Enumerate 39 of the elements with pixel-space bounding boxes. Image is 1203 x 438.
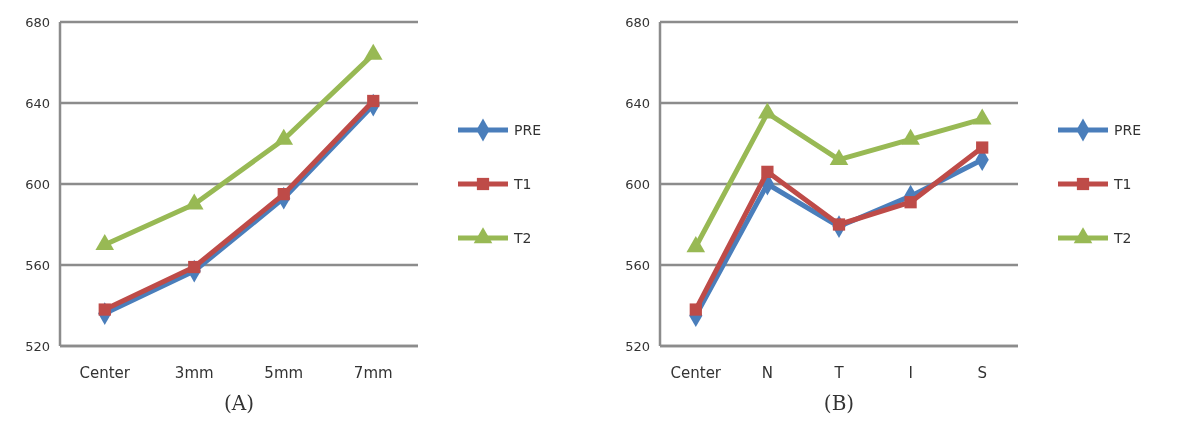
y-tick-label: 640 bbox=[625, 95, 650, 111]
y-tick-label: 680 bbox=[625, 14, 650, 30]
point bbox=[901, 128, 920, 145]
point bbox=[277, 188, 290, 201]
x-tick-label: T bbox=[833, 364, 845, 382]
point bbox=[761, 165, 774, 178]
x-tick-label: I bbox=[908, 364, 913, 382]
point bbox=[972, 108, 992, 125]
y-tick-label: 520 bbox=[625, 338, 650, 354]
y-tick-label: 680 bbox=[25, 14, 50, 30]
y-tick-label: 560 bbox=[25, 257, 50, 273]
x-tick-label: 3mm bbox=[174, 364, 214, 382]
x-tick-label: 7mm bbox=[353, 364, 393, 382]
point bbox=[832, 218, 846, 231]
point bbox=[976, 141, 989, 154]
x-tick-label: Center bbox=[79, 364, 131, 382]
y-tick-label: 520 bbox=[25, 338, 50, 354]
legend-label: T2 bbox=[513, 229, 532, 246]
x-tick-label: S bbox=[977, 364, 987, 382]
legend-label: PRE bbox=[1114, 121, 1142, 138]
legend-label: T2 bbox=[1113, 229, 1132, 246]
y-tick-label: 560 bbox=[625, 257, 650, 273]
legend-label: PRE bbox=[514, 121, 542, 138]
x-axis-title: (B) bbox=[823, 391, 855, 415]
point bbox=[188, 260, 201, 274]
x-axis-title: (A) bbox=[223, 391, 255, 415]
x-tick-label: Center bbox=[670, 364, 722, 382]
y-tick-label: 600 bbox=[625, 176, 650, 192]
y-tick-label: 600 bbox=[25, 176, 50, 192]
y-tick-label: 640 bbox=[25, 95, 50, 111]
point bbox=[689, 303, 702, 316]
point bbox=[904, 196, 917, 209]
legend-label: T1 bbox=[1113, 175, 1132, 192]
x-tick-label: 5mm bbox=[264, 364, 304, 382]
point bbox=[758, 102, 777, 119]
legend-label: T1 bbox=[513, 175, 532, 192]
x-tick-label: N bbox=[761, 364, 774, 382]
point bbox=[829, 148, 849, 166]
point bbox=[367, 94, 380, 108]
